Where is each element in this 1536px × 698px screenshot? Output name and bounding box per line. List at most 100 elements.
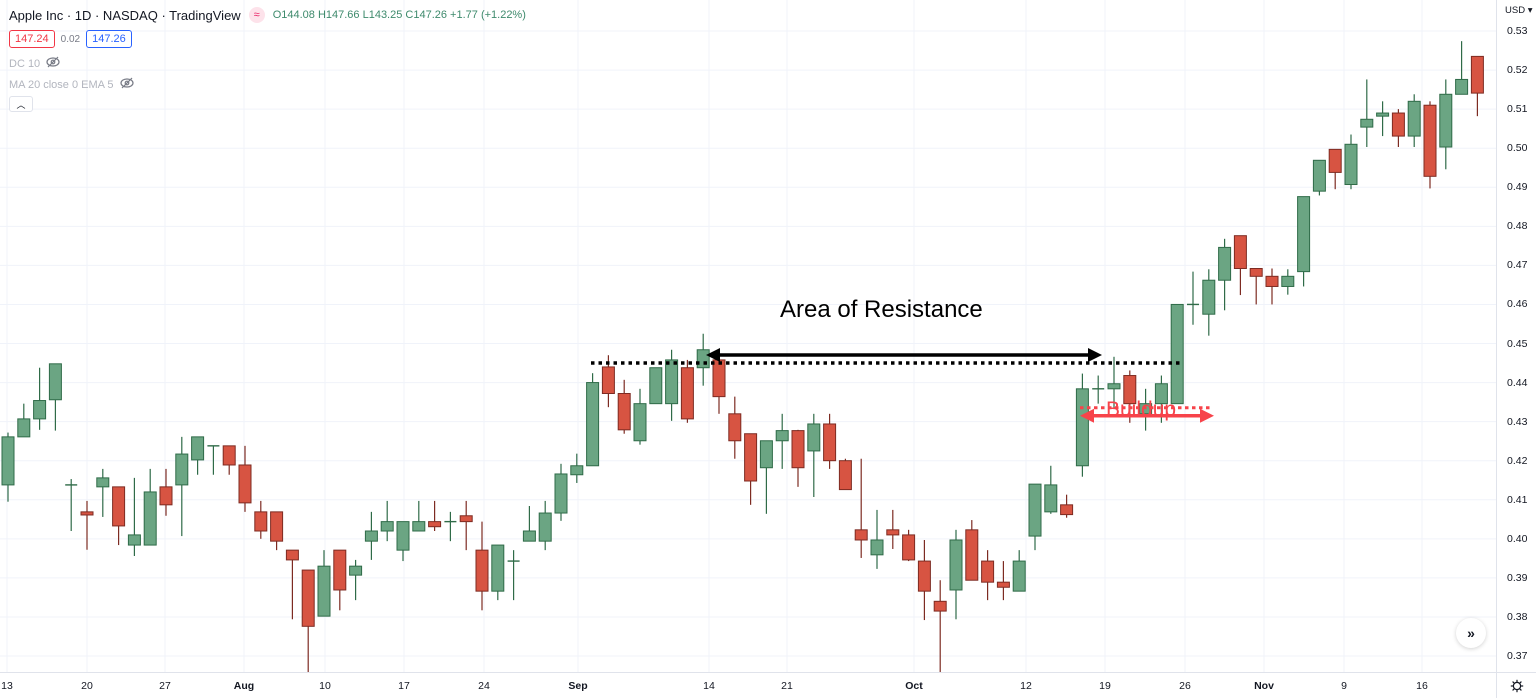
candle-down[interactable] (965, 520, 979, 581)
candle-down[interactable] (254, 500, 268, 539)
candle-up[interactable] (48, 363, 62, 431)
candle-up[interactable] (775, 413, 789, 469)
candle-up[interactable] (1, 432, 15, 502)
wave-icon[interactable]: ≈ (248, 7, 265, 23)
candle-down[interactable] (680, 359, 694, 423)
candle-down[interactable] (728, 396, 742, 459)
candle-down[interactable] (1423, 101, 1437, 189)
candle-up[interactable] (17, 403, 31, 438)
candle-down[interactable] (838, 458, 852, 491)
candle-up[interactable] (554, 463, 568, 521)
candle-up[interactable] (364, 511, 378, 560)
candle-up[interactable] (586, 373, 600, 467)
candle-down[interactable] (1265, 268, 1279, 305)
candle-down[interactable] (1328, 148, 1342, 190)
buy-price-button[interactable]: 147.26 (86, 30, 132, 48)
candle-up[interactable] (1297, 196, 1311, 287)
candle-down[interactable] (475, 521, 489, 611)
candle-down[interactable] (80, 500, 94, 550)
candle-down[interactable] (933, 580, 947, 674)
candle-up[interactable] (191, 436, 205, 475)
candle-up[interactable] (1028, 483, 1042, 551)
candle-up[interactable] (65, 479, 78, 531)
candle-up[interactable] (444, 511, 457, 542)
indicator-ma[interactable]: MA 20 close 0 EMA 5 (9, 77, 134, 92)
candle-up[interactable] (1012, 550, 1026, 592)
candle-down[interactable] (617, 379, 631, 434)
sell-price-button[interactable]: 147.24 (9, 30, 55, 48)
candle-up[interactable] (380, 500, 394, 542)
candle-down[interactable] (270, 511, 284, 551)
candle-down[interactable] (459, 500, 473, 551)
candle-down[interactable] (996, 561, 1010, 601)
candle-up[interactable] (317, 550, 331, 617)
symbol-title[interactable]: Apple Inc · 1D · NASDAQ · TradingView (9, 7, 241, 23)
candle-up[interactable] (507, 550, 520, 601)
candle-up[interactable] (1044, 465, 1058, 514)
indicator-dc[interactable]: DC 10 (9, 56, 60, 71)
candle-up[interactable] (1075, 373, 1089, 477)
buildup-label[interactable]: Buildup (1106, 398, 1177, 421)
candle-down[interactable] (712, 359, 726, 414)
collapse-legend-button[interactable]: ︿ (9, 96, 33, 112)
candle-up[interactable] (1439, 79, 1453, 170)
candle-down[interactable] (902, 529, 916, 562)
candle-down[interactable] (333, 549, 347, 611)
candle-up[interactable] (33, 367, 47, 430)
candle-up[interactable] (396, 521, 410, 562)
price-axis[interactable]: USD ▾ 0.53 0.52 0.51 0.50 0.49 0.48 0.47 0.46 0.… (1496, 0, 1536, 672)
candle-down[interactable] (112, 486, 126, 546)
candle-up[interactable] (1281, 269, 1295, 295)
candle-up[interactable] (1092, 375, 1105, 404)
candle-up[interactable] (1376, 101, 1390, 137)
candle-up[interactable] (1312, 159, 1326, 196)
candle-down[interactable] (823, 413, 837, 469)
candlestick-chart[interactable] (0, 0, 1496, 674)
candle-up[interactable] (1187, 271, 1199, 325)
candle-up[interactable] (412, 500, 426, 532)
candle-down[interactable] (854, 458, 868, 558)
candle-up[interactable] (570, 453, 584, 483)
candle-up[interactable] (491, 544, 505, 601)
candle-up[interactable] (127, 477, 141, 556)
candle-up[interactable] (1407, 94, 1421, 148)
candle-down[interactable] (791, 429, 805, 487)
candle-up[interactable] (1455, 41, 1469, 95)
candle-up[interactable] (522, 506, 536, 542)
candle-up[interactable] (349, 559, 363, 601)
candle-down[interactable] (428, 500, 442, 531)
candle-up[interactable] (143, 468, 157, 546)
candle-down[interactable] (1470, 55, 1484, 117)
time-axis[interactable]: 13 20 27 Aug 10 17 24 Sep 14 21 Oct 12 19 26 Nov 9 16 (0, 672, 1496, 698)
candle-up[interactable] (1107, 356, 1121, 410)
resistance-label[interactable]: Area of Resistance (780, 296, 983, 323)
candle-up[interactable] (870, 509, 884, 569)
candle-up[interactable] (1202, 269, 1216, 336)
candle-down[interactable] (744, 433, 758, 505)
candle-down[interactable] (981, 550, 995, 601)
candle-up[interactable] (696, 333, 710, 386)
eye-off-icon[interactable] (119, 77, 134, 92)
candle-down[interactable] (1233, 235, 1247, 296)
chart-plot-area[interactable]: Apple Inc · 1D · NASDAQ · TradingView ≈ … (0, 0, 1496, 674)
candle-down[interactable] (301, 569, 315, 674)
candle-up[interactable] (633, 388, 647, 445)
candle-down[interactable] (886, 509, 900, 549)
candle-up[interactable] (207, 445, 220, 475)
candle-down[interactable] (238, 445, 252, 512)
candle-down[interactable] (285, 549, 299, 620)
candle-up[interactable] (949, 529, 963, 620)
candle-up[interactable] (175, 436, 189, 537)
candle-up[interactable] (1218, 238, 1232, 311)
scroll-to-realtime-button[interactable]: » (1456, 618, 1486, 648)
candle-down[interactable] (222, 445, 236, 475)
candle-down[interactable] (1060, 494, 1074, 518)
candle-up[interactable] (1344, 134, 1358, 190)
currency-selector[interactable]: USD ▾ (1505, 5, 1533, 16)
settings-button[interactable] (1496, 672, 1536, 698)
candle-down[interactable] (1249, 268, 1263, 305)
candle-down[interactable] (159, 468, 173, 516)
eye-off-icon[interactable] (46, 56, 60, 71)
candle-up[interactable] (665, 349, 679, 421)
candle-up[interactable] (649, 367, 663, 405)
